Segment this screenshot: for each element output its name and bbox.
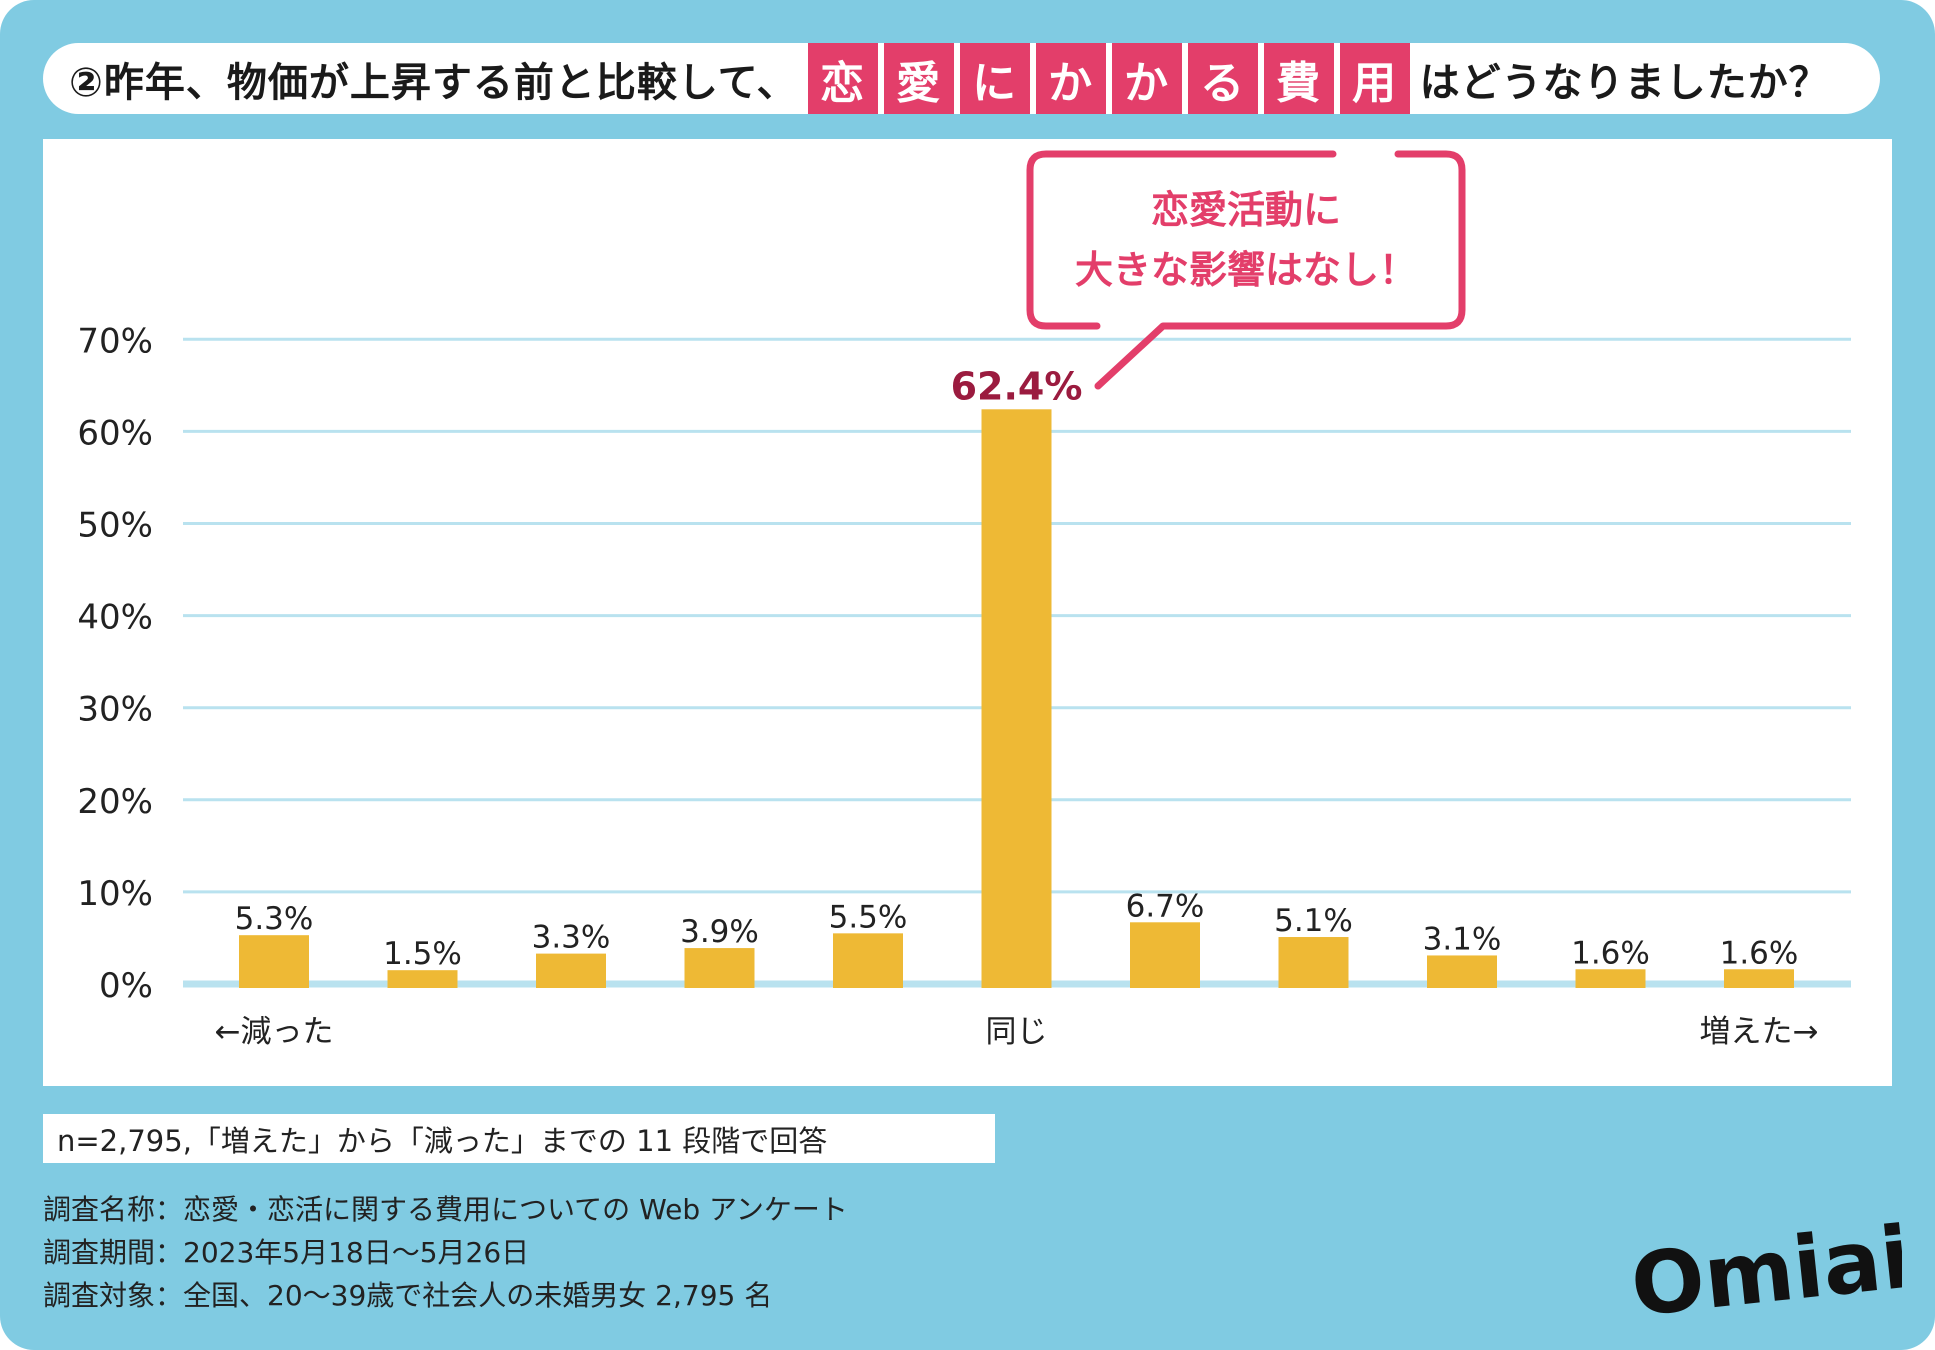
data-label: 6.7%	[1126, 888, 1205, 924]
bar	[536, 953, 606, 988]
x-category-label: 同じ	[986, 1014, 1048, 1050]
highlight-char: 恋	[807, 43, 878, 114]
logo-text: Omiai	[1632, 1222, 1902, 1322]
sample-footnote: n=2,795,「増えた」から「減った」までの 11 段階で回答	[43, 1114, 995, 1163]
omiai-logo: Omiai	[1632, 1222, 1902, 1322]
data-label: 5.1%	[1274, 903, 1353, 939]
highlight-char: 愛	[883, 43, 954, 114]
bar	[1724, 969, 1794, 988]
y-tick-label: 30%	[77, 690, 153, 730]
bar	[1278, 937, 1349, 988]
bar-chart: 0% 10% 20% 30% 40% 50% 60% 70% 5.3% ←減った 1.5% 3.3% 3…	[77, 150, 1851, 1050]
bar	[1575, 969, 1646, 988]
survey-period: 調査期間：2023年5月18日〜5月26日	[43, 1236, 530, 1269]
y-tick-label: 10%	[77, 874, 153, 914]
y-tick-label: 50%	[77, 506, 153, 546]
chart-title: ②昨年、物価が上昇する前と比較して、 恋 愛 に か か る 費 用 はどうなり…	[43, 43, 1880, 114]
y-tick-label: 20%	[77, 782, 153, 822]
title-suffix: はどうなりましたか？	[1419, 59, 1830, 106]
y-tick-label: 70%	[77, 321, 153, 361]
bar	[981, 409, 1052, 988]
data-label: 3.3%	[532, 920, 611, 956]
callout: 恋愛活動に 大きな影響はなし！	[1026, 150, 1466, 390]
highlight-char: る	[1187, 43, 1258, 114]
y-tick-label: 0%	[99, 966, 153, 1006]
bar	[684, 948, 755, 988]
highlight-char: 費	[1263, 43, 1334, 114]
highlight-char: か	[1111, 43, 1182, 114]
survey-target: 調査対象：全国、20〜39歳で社会人の未婚男女 2,795 名	[43, 1279, 773, 1312]
callout-bubble	[1026, 150, 1466, 390]
bar	[387, 970, 458, 988]
data-label: 1.6%	[1571, 935, 1650, 971]
bar	[1130, 922, 1200, 988]
y-tick-label: 60%	[77, 413, 153, 453]
bar	[239, 935, 309, 988]
x-category-label: ←減った	[215, 1014, 334, 1050]
chart-panel: 0% 10% 20% 30% 40% 50% 60% 70% 5.3% ←減った 1.5% 3.3% 3…	[43, 139, 1892, 1086]
title-prefix: ②昨年、物価が上昇する前と比較して、	[69, 59, 798, 106]
data-label: 3.9%	[680, 914, 759, 950]
survey-name: 調査名称：恋愛・恋活に関する費用についての Web アンケート	[43, 1193, 848, 1226]
data-label: 62.4%	[951, 364, 1083, 408]
callout-line2: 大きな影響はなし！	[1075, 248, 1417, 292]
highlight-char: か	[1035, 43, 1106, 114]
data-label: 5.3%	[235, 901, 314, 937]
x-category-label: 増えた→	[1700, 1014, 1819, 1050]
bar	[1427, 955, 1497, 988]
title-highlight: 恋 愛 に か か る 費 用	[807, 43, 1410, 114]
y-tick-label: 40%	[77, 598, 153, 638]
highlight-char: 用	[1339, 43, 1410, 114]
data-label: 1.6%	[1720, 935, 1799, 971]
highlight-char: に	[959, 43, 1030, 114]
callout-line1: 恋愛活動に	[1151, 188, 1341, 232]
data-label: 1.5%	[383, 936, 462, 972]
data-label: 5.5%	[829, 899, 908, 935]
bar	[833, 933, 903, 988]
data-label: 3.1%	[1423, 921, 1502, 957]
